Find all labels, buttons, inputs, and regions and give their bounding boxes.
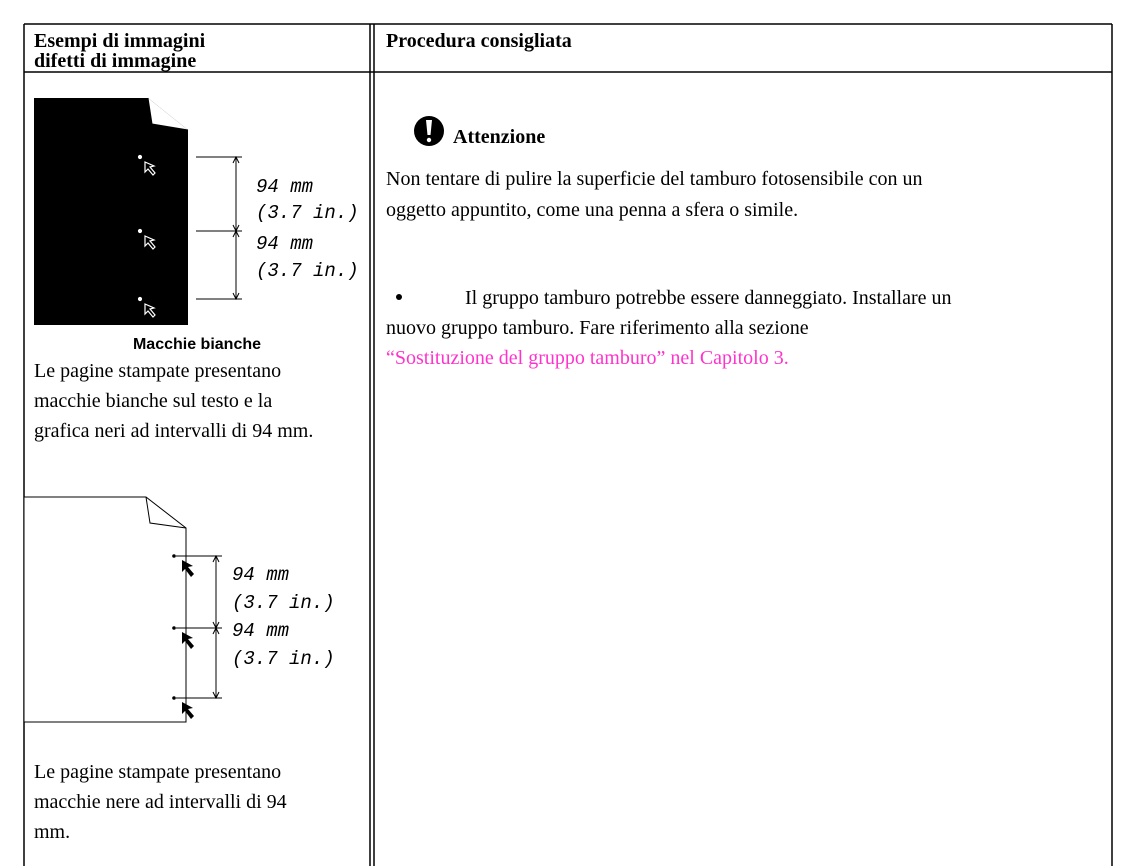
description-line: grafica neri ad intervalli di 94 mm. [34,420,313,442]
description-line: mm. [34,821,70,843]
dimension-label: (3.7 in.) [256,260,359,282]
header-text: difetti di immagine [34,50,196,72]
dimension-label: 94 mm [232,564,289,586]
warning-title: Attenzione [453,126,545,148]
dimension-label: (3.7 in.) [232,648,335,670]
dimension-label: (3.7 in.) [256,202,359,224]
description-line: Le pagine stampate presentano [34,360,281,382]
description-line: macchie nere ad intervalli di 94 [34,791,287,813]
description-line: macchie bianche sul testo e la [34,390,272,412]
black-page [34,98,188,325]
dimension-label: 94 mm [232,620,289,642]
figure-caption: Macchie bianche [133,336,261,353]
warning-icon [414,116,444,146]
dimension-label: 94 mm [256,176,313,198]
dimension-lines [176,554,222,700]
bullet-line: Il gruppo tamburo potrebbe essere danneg… [465,287,952,309]
warning-line: oggetto appuntito, come una penna a sfer… [386,199,798,221]
white-page [23,496,187,723]
description-line: Le pagine stampate presentano [34,761,281,783]
page-fold [145,496,187,529]
header-text: Procedura consigliata [386,30,572,52]
bullet-line: nuovo gruppo tamburo. Fare riferimento a… [386,317,809,339]
black-spots [172,554,194,719]
warning-line: Non tentare di pulire la superficie del … [386,168,923,190]
section-link[interactable]: “Sostituzione del gruppo tamburo” nel Ca… [386,347,789,369]
header-text: Esempi di immagini [34,30,206,52]
white-spots [137,154,156,318]
dimension-label: (3.7 in.) [232,592,335,614]
page-fold [147,97,189,131]
dimension-label: 94 mm [256,233,313,255]
bullet [396,294,402,300]
dimension-lines [196,155,242,301]
